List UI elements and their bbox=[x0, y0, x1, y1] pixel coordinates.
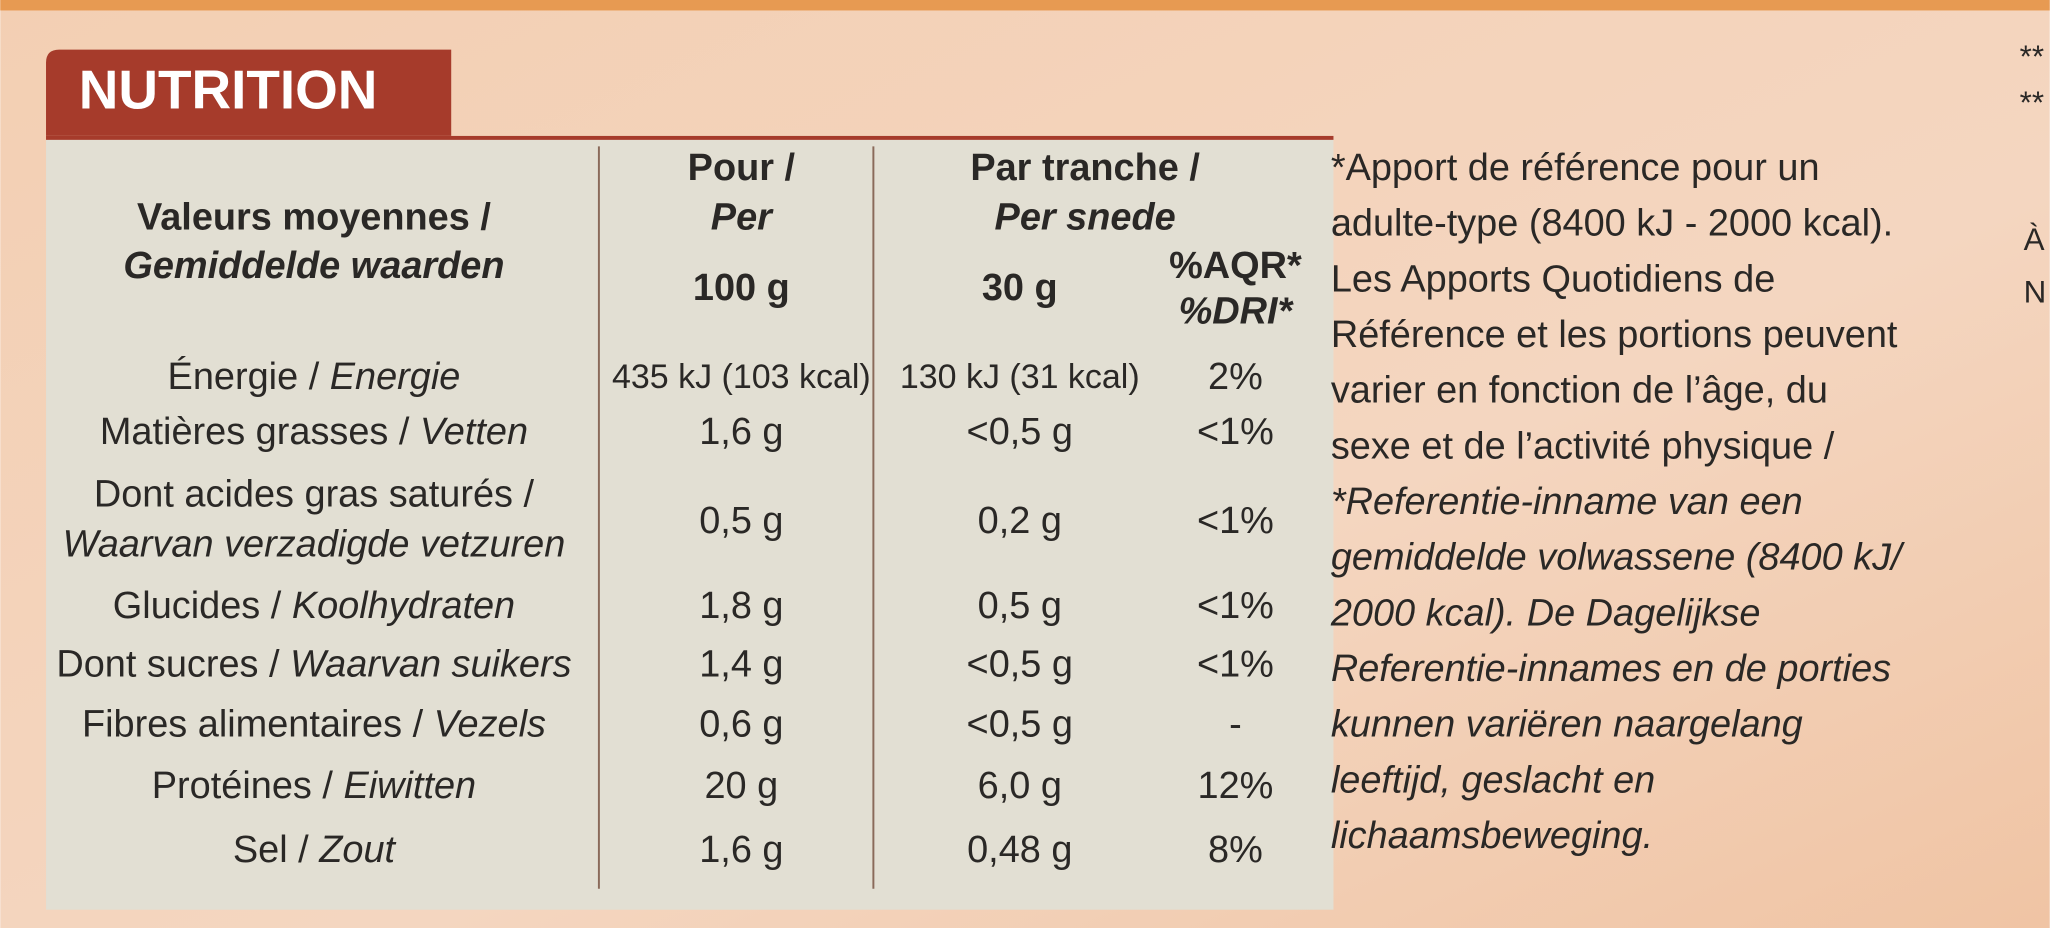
column-header: %AQR* bbox=[1169, 245, 1302, 287]
note-line: Referentie-innames en de porties bbox=[1331, 648, 1891, 690]
note-line: sexe et de l’activité physique / bbox=[1331, 425, 1835, 467]
nutrient-name: Protéines / Eiwitten bbox=[152, 765, 476, 807]
nutrient-name-fr: Protéines / bbox=[152, 765, 334, 807]
nutrient-name: Matières grasses / Vetten bbox=[100, 411, 528, 453]
reference-intake: <1% bbox=[1197, 585, 1274, 627]
note-line: 2000 kcal). De Dagelijkse bbox=[1330, 592, 1761, 634]
per-100g: 0,5 g bbox=[699, 500, 783, 542]
note-line: *Apport de référence pour un bbox=[1331, 147, 1820, 189]
nutrient-name-nl: Eiwitten bbox=[343, 765, 476, 807]
edge-fragment: ** bbox=[2020, 85, 2044, 120]
nutrient-name: Sel / Zout bbox=[233, 829, 397, 871]
nutrient-name-fr: Matières grasses / bbox=[100, 411, 410, 453]
per-100g: 1,4 g bbox=[699, 644, 783, 686]
per-100g: 0,6 g bbox=[699, 704, 783, 746]
note-line: lichaamsbeweging. bbox=[1331, 815, 1653, 857]
nutrient-name-fr: Fibres alimentaires / bbox=[82, 704, 424, 746]
per-portion: 130 kJ (31 kcal) bbox=[900, 358, 1140, 396]
note-line: varier en fonction de l’âge, du bbox=[1331, 370, 1828, 412]
note-line: adulte-type (8400 kJ - 2000 kcal). bbox=[1331, 203, 1893, 245]
column-header: 100 g bbox=[693, 267, 790, 309]
nutrient-name-fr: Glucides / bbox=[113, 585, 282, 627]
reference-intake: <1% bbox=[1197, 411, 1274, 453]
per-100g: 435 kJ (103 kcal) bbox=[612, 358, 871, 396]
per-100g: 1,8 g bbox=[699, 585, 783, 627]
per-portion: 0,5 g bbox=[978, 585, 1062, 627]
column-header: Valeurs moyennes / bbox=[137, 197, 491, 239]
per-portion: <0,5 g bbox=[967, 704, 1073, 746]
reference-intake: <1% bbox=[1197, 644, 1274, 686]
per-portion: 0,2 g bbox=[978, 500, 1062, 542]
nutrient-name: Waarvan verzadigde vetzuren bbox=[63, 523, 566, 565]
per-portion: 6,0 g bbox=[978, 765, 1062, 807]
edge-fragment: N bbox=[2024, 274, 2047, 309]
per-portion: 0,48 g bbox=[967, 829, 1072, 871]
nutrient-name: Dont sucres / Waarvan suikers bbox=[56, 644, 571, 686]
nutrient-name-nl: Energie bbox=[330, 356, 461, 398]
title: NUTRITION bbox=[79, 59, 378, 121]
nutrient-name: Fibres alimentaires / Vezels bbox=[82, 704, 546, 746]
nutrient-name-fr: Dont sucres / bbox=[56, 644, 280, 686]
nutrient-name-nl: Zout bbox=[318, 829, 396, 871]
column-header: Per bbox=[711, 197, 774, 239]
reference-intake: <1% bbox=[1197, 500, 1274, 542]
edge-fragment: ** bbox=[2020, 39, 2044, 74]
note-line: kunnen variëren naargelang bbox=[1331, 704, 1803, 746]
nutrient-name-fr: Énergie / bbox=[168, 355, 320, 398]
note-line: Les Apports Quotidiens de bbox=[1331, 258, 1775, 300]
nutrient-name-nl: Waarvan suikers bbox=[290, 644, 572, 686]
reference-intake: 8% bbox=[1208, 829, 1263, 871]
nutrient-name: Dont acides gras saturés / bbox=[94, 474, 535, 516]
reference-intake: - bbox=[1229, 704, 1242, 746]
nutrient-name-nl: Vezels bbox=[434, 704, 546, 746]
banner-rule bbox=[46, 135, 1334, 140]
nutrient-name: Énergie / Energie bbox=[168, 355, 461, 398]
column-header: 30 g bbox=[982, 267, 1058, 309]
note-line: Référence et les portions peuvent bbox=[1331, 314, 1898, 356]
title-banner bbox=[46, 49, 452, 136]
nutrient-name-nl: Vetten bbox=[420, 411, 528, 453]
table-panel bbox=[46, 135, 1334, 910]
reference-intake: 2% bbox=[1208, 356, 1263, 398]
per-100g: 1,6 g bbox=[699, 829, 783, 871]
per-100g: 20 g bbox=[704, 765, 778, 807]
nutrient-name-fr: Sel / bbox=[233, 829, 309, 871]
column-header: Gemiddelde waarden bbox=[123, 245, 504, 287]
reference-intake: 12% bbox=[1198, 765, 1274, 807]
note-line: gemiddelde volwassene (8400 kJ/ bbox=[1331, 537, 1905, 579]
edge-fragment: À bbox=[2024, 222, 2045, 257]
top-band bbox=[0, 0, 2050, 11]
column-header: Par tranche / bbox=[970, 147, 1200, 189]
nutrient-name-nl: Koolhydraten bbox=[292, 585, 515, 627]
per-portion: <0,5 g bbox=[967, 411, 1073, 453]
per-100g: 1,6 g bbox=[699, 411, 783, 453]
column-header: Pour / bbox=[688, 147, 796, 189]
column-header: Per snede bbox=[995, 197, 1176, 239]
per-portion: <0,5 g bbox=[967, 644, 1073, 686]
column-header: %DRI* bbox=[1179, 291, 1295, 333]
nutrient-name: Glucides / Koolhydraten bbox=[113, 585, 515, 627]
note-line: leeftijd, geslacht en bbox=[1331, 759, 1655, 801]
note-line: *Referentie-inname van een bbox=[1331, 481, 1803, 523]
